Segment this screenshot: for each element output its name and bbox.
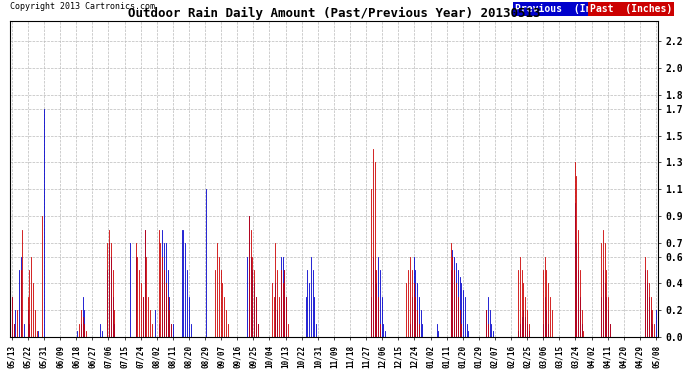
Text: Previous  (Inches): Previous (Inches)	[515, 4, 621, 14]
Text: Past  (Inches): Past (Inches)	[590, 4, 672, 14]
Text: Copyright 2013 Cartronics.com: Copyright 2013 Cartronics.com	[10, 2, 155, 11]
Title: Outdoor Rain Daily Amount (Past/Previous Year) 20130513: Outdoor Rain Daily Amount (Past/Previous…	[128, 7, 540, 20]
